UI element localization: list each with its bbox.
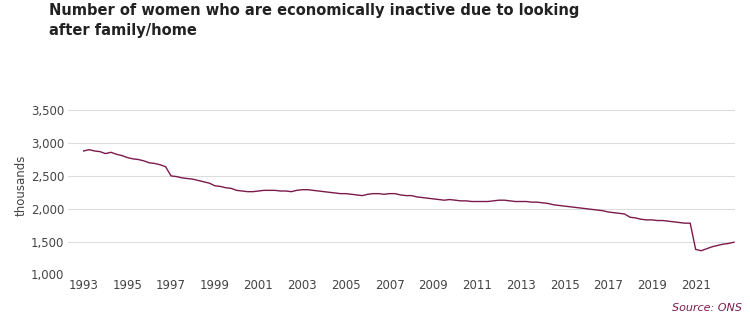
Y-axis label: thousands: thousands xyxy=(15,155,28,216)
Text: Source: ONS: Source: ONS xyxy=(673,303,742,313)
Text: Number of women who are economically inactive due to looking
after family/home: Number of women who are economically ina… xyxy=(49,3,579,38)
